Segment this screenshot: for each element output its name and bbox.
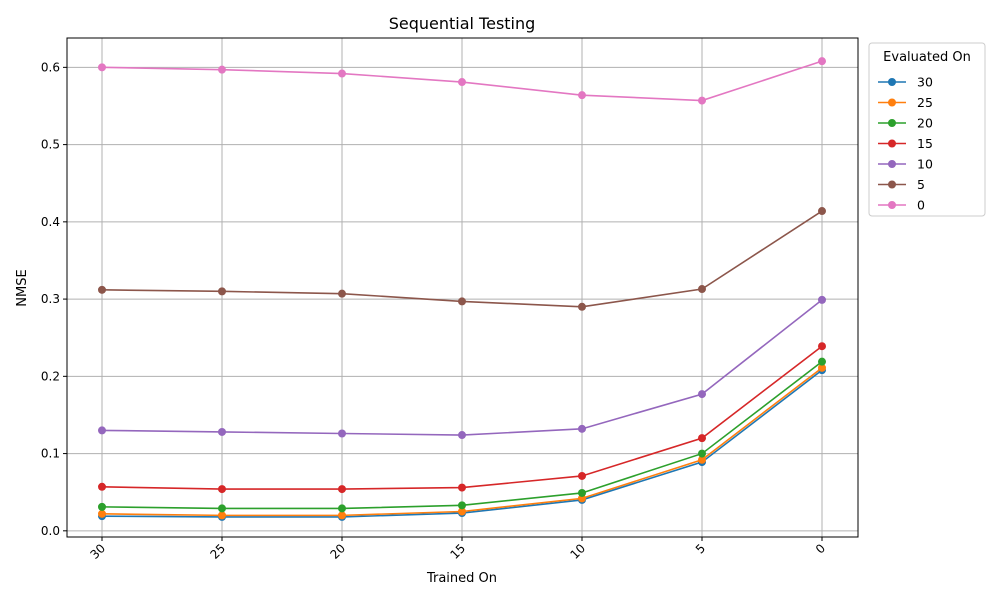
data-point: [578, 424, 586, 433]
series-15: [98, 342, 826, 494]
data-point: [338, 289, 346, 298]
series-lines: [98, 57, 826, 521]
data-point: [698, 455, 706, 464]
data-point: [218, 511, 226, 520]
data-point: [578, 91, 586, 100]
series-5: [98, 207, 826, 311]
data-point: [218, 504, 226, 513]
legend-label: 15: [917, 136, 933, 151]
series-0: [98, 57, 826, 105]
y-tick-label: 0.0: [41, 524, 60, 538]
data-point: [458, 507, 466, 516]
legend-label: 5: [917, 177, 925, 192]
data-point: [578, 302, 586, 311]
data-point: [218, 427, 226, 436]
legend-box: [868, 42, 986, 217]
legend-title: Evaluated On: [883, 50, 971, 65]
data-point: [218, 485, 226, 494]
y-axis-label: NMSE: [15, 269, 30, 306]
y-tick-label: 0.5: [41, 138, 60, 152]
y-tick-label: 0.2: [41, 369, 60, 383]
data-point: [818, 363, 826, 372]
data-point: [578, 471, 586, 480]
data-point: [818, 357, 826, 366]
data-point: [818, 207, 826, 216]
y-tick-label: 0.4: [41, 215, 60, 229]
legend-marker: [888, 78, 896, 86]
legend-marker: [888, 180, 896, 189]
data-point: [338, 69, 346, 78]
data-point: [698, 449, 706, 458]
data-point: [338, 504, 346, 513]
data-point: [698, 434, 706, 443]
data-point: [818, 57, 826, 66]
data-point: [458, 501, 466, 510]
y-axis-ticks: 0.0 0.1 0.2 0.3 0.4 0.5 0.6: [41, 60, 67, 538]
series-25: [98, 363, 826, 520]
data-point: [338, 511, 346, 520]
data-point: [578, 488, 586, 497]
legend-label: 0: [917, 198, 925, 213]
legend-marker: [888, 98, 896, 107]
data-point: [818, 295, 826, 304]
y-tick-label: 0.1: [41, 447, 60, 461]
y-tick-label: 0.6: [41, 60, 60, 74]
legend-marker: [888, 139, 896, 148]
legend-label: 30: [917, 75, 933, 90]
legend-marker: [888, 201, 896, 209]
data-point: [98, 509, 106, 518]
data-point: [818, 342, 826, 351]
legend-items: 30 25 20 15 10 5 0: [878, 75, 933, 213]
chart-title: Sequential Testing: [389, 14, 536, 33]
data-point: [458, 297, 466, 306]
x-axis-label: Trained On: [426, 571, 497, 586]
data-point: [218, 65, 226, 74]
legend: Evaluated On 30 25 20 15 10 5 0: [868, 42, 986, 217]
data-point: [698, 390, 706, 399]
legend-label: 25: [917, 95, 933, 110]
data-point: [218, 287, 226, 296]
data-point: [98, 285, 106, 294]
data-point: [98, 63, 106, 72]
data-point: [458, 78, 466, 87]
legend-marker: [888, 160, 896, 168]
y-tick-label: 0.3: [41, 292, 60, 306]
legend-label: 20: [917, 116, 933, 131]
data-point: [698, 96, 706, 105]
series-20: [98, 357, 826, 513]
data-point: [698, 285, 706, 294]
legend-label: 10: [917, 157, 933, 172]
data-point: [338, 485, 346, 494]
data-point: [98, 482, 106, 491]
data-point: [458, 483, 466, 492]
legend-marker: [888, 119, 896, 127]
data-point: [458, 431, 466, 440]
data-point: [98, 502, 106, 511]
series-10: [98, 295, 826, 440]
data-point: [98, 426, 106, 435]
data-point: [338, 429, 346, 438]
